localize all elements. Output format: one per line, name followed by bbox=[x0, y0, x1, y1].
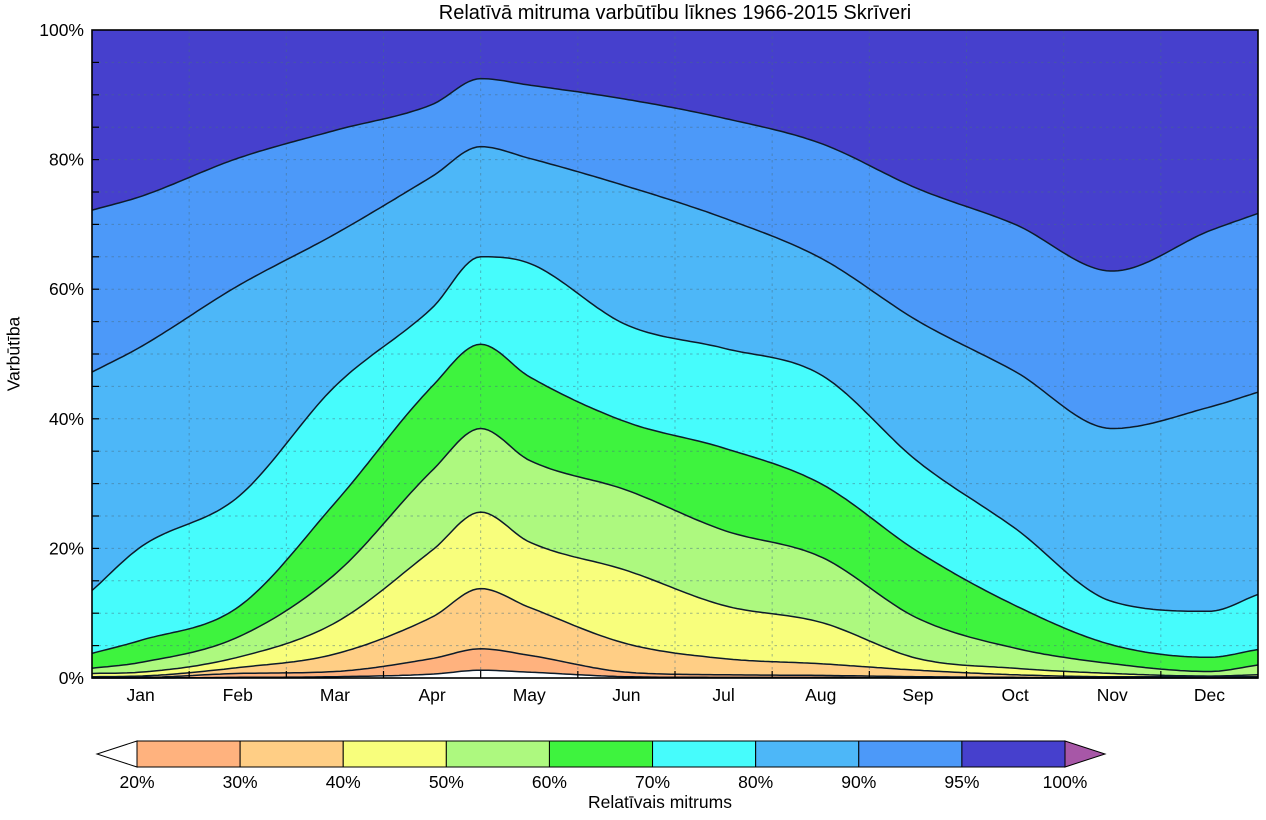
curve-80 bbox=[91, 256, 1259, 613]
band-below-30 bbox=[92, 648, 1258, 678]
x-month-label: Nov bbox=[1097, 685, 1128, 705]
x-month-label: Jun bbox=[612, 685, 640, 705]
y-tick-label: 100% bbox=[39, 20, 84, 40]
colorbar-band bbox=[961, 740, 1066, 768]
colorbar-tick-label: 20% bbox=[119, 772, 154, 792]
chart-title: Relatīvā mitruma varbūtību līknes 1966-2… bbox=[438, 2, 912, 24]
x-month-label: Dec bbox=[1194, 685, 1225, 705]
x-month-label: Jan bbox=[126, 685, 154, 705]
curve-95 bbox=[91, 77, 1259, 272]
colorbar-tick-label: 90% bbox=[841, 772, 876, 792]
colorbar-band bbox=[239, 740, 344, 768]
y-tick-label: 60% bbox=[49, 279, 84, 299]
colorbar-tick-label: 50% bbox=[429, 772, 464, 792]
colorbar-tick-label: 70% bbox=[635, 772, 670, 792]
x-month-label: Jul bbox=[712, 685, 734, 705]
y-tick-label: 80% bbox=[49, 150, 84, 170]
curve-90 bbox=[91, 145, 1259, 430]
colorbar-tick-label: 100% bbox=[1043, 772, 1088, 792]
colorbar-band bbox=[548, 740, 654, 768]
colorbar-tick-label: 30% bbox=[223, 772, 258, 792]
x-month-label: Oct bbox=[1001, 685, 1028, 705]
curve-70 bbox=[91, 343, 1259, 659]
colorbar-band bbox=[652, 740, 757, 768]
colorbar-band bbox=[342, 740, 447, 768]
colorbar-band bbox=[445, 740, 550, 768]
colorbar-band bbox=[858, 740, 963, 768]
x-month-label: Mar bbox=[320, 685, 350, 705]
colorbar-tick-label: 40% bbox=[326, 772, 361, 792]
x-month-label: Apr bbox=[418, 685, 445, 705]
colorbar-tick-label: 60% bbox=[532, 772, 567, 792]
colorbar-label: Relatīvais mitrums bbox=[588, 792, 732, 812]
curve-60 bbox=[91, 427, 1259, 673]
y-tick-label: 0% bbox=[59, 668, 84, 688]
colorbar-band bbox=[136, 740, 241, 768]
y-tick-label: 20% bbox=[49, 538, 84, 558]
x-month-label: May bbox=[513, 685, 546, 705]
colorbar-underflow-arrow bbox=[95, 740, 138, 768]
x-month-label: Sep bbox=[902, 685, 933, 705]
colorbar-band bbox=[755, 740, 860, 768]
y-tick-label: 40% bbox=[49, 409, 84, 429]
colorbar-overflow-arrow bbox=[1064, 740, 1107, 768]
y-axis-label: Varbūtība bbox=[3, 316, 24, 392]
colorbar-tick-label: 80% bbox=[738, 772, 773, 792]
x-month-label: Aug bbox=[805, 685, 836, 705]
x-month-label: Feb bbox=[223, 685, 253, 705]
colorbar-tick-label: 95% bbox=[944, 772, 979, 792]
